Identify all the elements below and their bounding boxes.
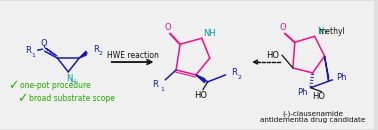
Text: HO: HO	[266, 51, 280, 60]
Polygon shape	[196, 75, 205, 83]
Text: HWE reaction: HWE reaction	[107, 51, 158, 60]
Text: Ph: Ph	[336, 73, 347, 82]
Text: HO: HO	[194, 91, 208, 100]
Text: O: O	[165, 23, 172, 32]
Text: ✓: ✓	[8, 79, 19, 92]
Text: N: N	[66, 74, 73, 83]
Text: Ph: Ph	[297, 88, 308, 97]
Text: O: O	[40, 39, 47, 48]
Polygon shape	[325, 56, 328, 81]
Text: 2: 2	[99, 51, 103, 56]
Text: antidementia drug candidate: antidementia drug candidate	[260, 117, 366, 123]
Text: NH: NH	[203, 29, 216, 38]
Text: 1: 1	[32, 53, 36, 58]
Text: R: R	[152, 80, 158, 89]
Text: R: R	[25, 46, 31, 55]
Text: 2: 2	[237, 75, 242, 80]
Text: broad substrate scope: broad substrate scope	[29, 94, 115, 103]
Text: HO: HO	[312, 92, 325, 101]
Text: methyl: methyl	[318, 27, 345, 36]
Text: R: R	[231, 68, 237, 77]
Text: ✓: ✓	[17, 92, 27, 105]
Text: O: O	[280, 23, 286, 32]
Text: H: H	[71, 79, 76, 85]
Text: one-pot procedure: one-pot procedure	[20, 81, 91, 90]
Polygon shape	[79, 51, 86, 58]
Text: (-)-clausenamide: (-)-clausenamide	[282, 110, 343, 117]
Text: N: N	[318, 27, 324, 36]
Text: 1: 1	[160, 87, 164, 92]
Text: R: R	[93, 45, 99, 54]
